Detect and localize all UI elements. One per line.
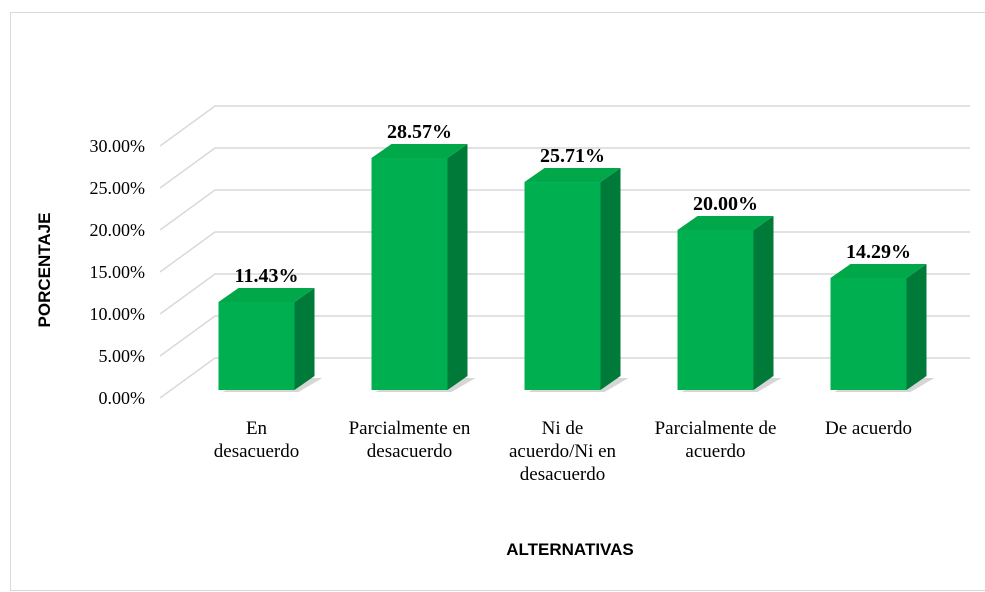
y-tick-label: 0.00% xyxy=(99,388,146,408)
x-axis-title: ALTERNATIVAS xyxy=(506,540,634,559)
x-tick-label: Ni de acuerdo/Ni en desacuerdo xyxy=(508,418,617,485)
grid-line xyxy=(159,105,970,147)
data-label: 14.29% xyxy=(846,241,911,263)
bar-side xyxy=(753,216,774,390)
y-tick-label: 10.00% xyxy=(90,304,146,324)
data-label: 11.43% xyxy=(235,265,299,287)
x-tick-label: En desacuerdo xyxy=(213,418,300,462)
data-label: 28.57% xyxy=(387,121,452,143)
data-label: 25.71% xyxy=(540,145,605,167)
bar-top xyxy=(677,216,774,230)
bar xyxy=(524,182,601,390)
bar xyxy=(677,230,754,390)
data-label: 20.00% xyxy=(693,193,758,215)
y-tick-label: 30.00% xyxy=(90,136,146,156)
bar-top xyxy=(218,287,315,302)
bar-top xyxy=(371,144,468,159)
bar-side xyxy=(294,287,315,390)
y-tick-label: 20.00% xyxy=(90,220,146,240)
grid-line xyxy=(159,147,970,189)
bar xyxy=(371,158,448,390)
bar-top xyxy=(524,168,621,183)
bar-side xyxy=(906,263,927,390)
x-tick-label: De acuerdo xyxy=(824,418,913,439)
y-axis-title: PORCENTAJE xyxy=(35,213,54,328)
x-tick-label: Parcialmente de acuerdo xyxy=(654,418,777,462)
y-tick-label: 25.00% xyxy=(90,178,146,198)
bar-side xyxy=(600,168,621,390)
chart-border xyxy=(10,12,985,591)
bar-side xyxy=(447,144,468,390)
y-tick-label: 5.00% xyxy=(99,346,146,366)
bar xyxy=(830,277,907,390)
grid-line xyxy=(159,189,970,231)
y-tick-label: 15.00% xyxy=(90,262,146,282)
bar xyxy=(218,301,295,390)
bar-top xyxy=(830,263,927,278)
x-tick-label: Parcialmente en desacuerdo xyxy=(348,418,471,462)
